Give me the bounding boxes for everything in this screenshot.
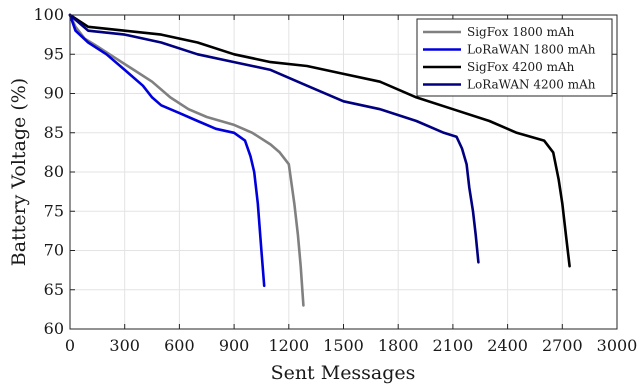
x-tick-label: 2100 [433,336,474,355]
series-line-sigfox-1800-mah [68,13,305,307]
y-tick-label: 70 [44,241,64,260]
series-lines [68,13,571,307]
series-line-lorawan-4200-mah [68,13,480,264]
series-line-sigfox-4200-mah [68,13,571,268]
axis-ticks [69,14,618,330]
y-tick-label: 65 [44,280,64,299]
series-line-lorawan-1800-mah [68,13,266,288]
x-axis-title: Sent Messages [271,362,416,384]
legend-label-sigfox-1800-mah: SigFox 1800 mAh [467,25,575,39]
y-tick-label: 60 [44,319,64,338]
x-tick-label: 1200 [268,336,309,355]
x-tick-label: 300 [109,336,140,355]
y-tick-label: 80 [44,162,64,181]
y-tick-label: 85 [44,123,64,142]
x-tick-labels: 0 300 600 900 1200 1500 1800 2100 2400 2700 3000 [65,336,637,355]
x-tick-label: 1500 [323,336,364,355]
legend-label-lorawan-1800-mah: LoRaWAN 1800 mAh [467,43,596,57]
y-tick-label: 100 [33,5,64,24]
x-tick-label: 0 [65,336,75,355]
legend-label-lorawan-4200-mah: LoRaWAN 4200 mAh [467,78,596,92]
y-tick-labels: 60 65 70 75 80 85 90 95 100 [33,5,64,338]
x-tick-label: 1800 [378,336,419,355]
legend: SigFox 1800 mAh LoRaWAN 1800 mAh SigFox 42… [416,18,613,97]
x-tick-label: 2400 [487,336,528,355]
y-tick-label: 90 [44,84,64,103]
x-tick-label: 900 [219,336,250,355]
y-tick-label: 95 [44,44,64,63]
legend-label-sigfox-4200-mah: SigFox 4200 mAh [467,60,575,74]
x-tick-label: 600 [164,336,195,355]
x-tick-label: 3000 [597,336,638,355]
y-tick-label: 75 [44,201,64,220]
y-axis-title: Battery Voltage (%) [8,78,30,266]
x-tick-label: 2700 [542,336,583,355]
